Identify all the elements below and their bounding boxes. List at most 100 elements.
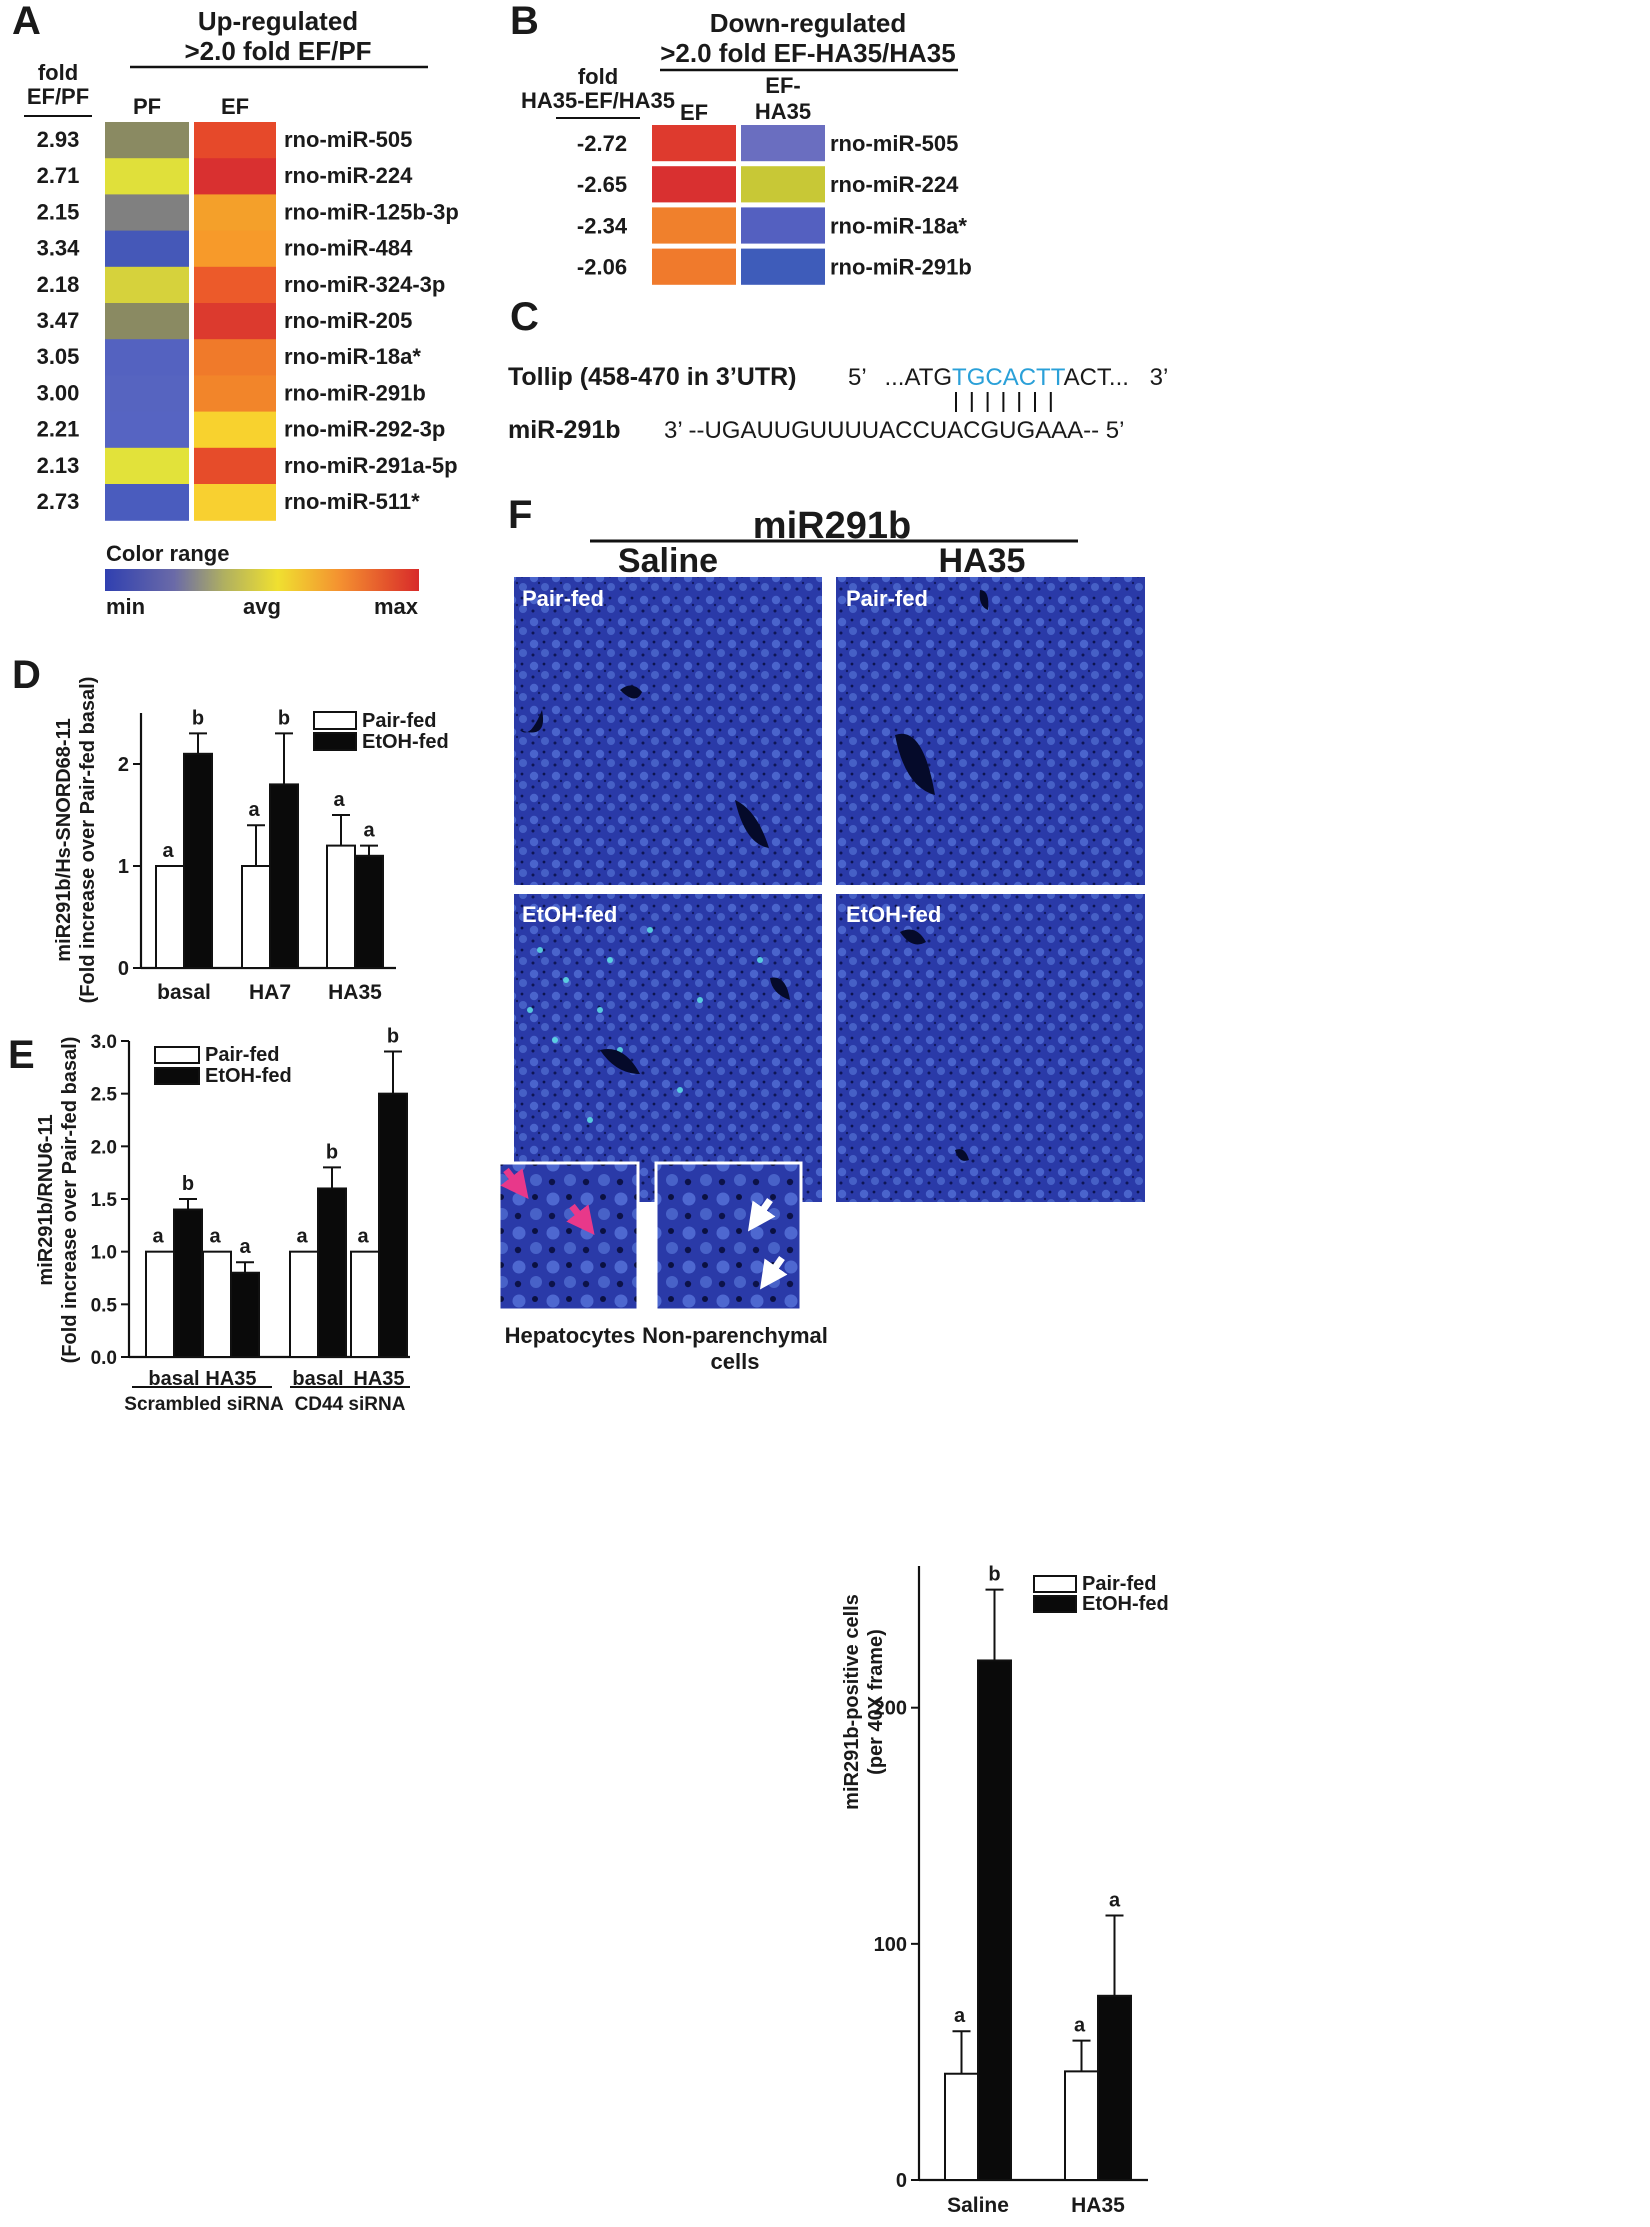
panel-e-ylabel-line2: (Fold increase over Pair-fed basal) [59, 1037, 81, 1364]
y-tick-label: 2.5 [91, 1085, 118, 1106]
heat-a-pf-cell [105, 230, 189, 268]
y-tick-label: 0.0 [91, 1348, 117, 1369]
significance-letter: a [209, 1226, 221, 1248]
bar-etoh-fed [269, 783, 299, 970]
panel-letter-a: A [12, 0, 41, 43]
bar-etoh-fed [977, 1659, 1012, 2181]
heat-a-mirna-label: rno-miR-484 [284, 236, 413, 261]
legend-label: EtOH-fed [362, 731, 449, 753]
y-tick-label: 0.5 [91, 1295, 118, 1316]
panel-b-fold-header-line1: fold [578, 64, 618, 89]
hepatocyte-arrow-2 [566, 1203, 595, 1236]
micrograph-ha35-etohfed: EtOH-fed [836, 894, 1145, 1202]
panel-d-ylabel-line1: miR291b/Hs-SNORD68-11 [53, 718, 75, 961]
target-post: ACT... [1064, 364, 1129, 391]
heat-a-pf-cell [105, 411, 189, 449]
heat-a-pf-cell [105, 375, 189, 413]
micrograph-saline-etohfed: EtOH-fed [514, 894, 822, 1202]
heat-b-mirna-label: rno-miR-18a* [830, 213, 967, 238]
inset-npc-label-line1: Non-parenchymal [642, 1323, 828, 1348]
legend-label: Pair-fed [362, 710, 436, 732]
heat-a-mirna-label: rno-miR-505 [284, 127, 412, 152]
heat-a-fold-value: 3.05 [37, 344, 80, 369]
panel-c: C Tollip (458-470 in 3’UTR) 5’ ...ATGTGC… [508, 295, 1168, 444]
panel-d: D miR291b/Hs-SNORD68-11 (Fold increase o… [12, 653, 449, 1004]
heat-a-pf-cell [105, 484, 189, 521]
significance-letter: a [333, 789, 345, 811]
significance-letter: b [192, 707, 204, 729]
panel-a-fold-header-line2: EF/PF [27, 84, 89, 109]
significance-letter: b [988, 1564, 1000, 1586]
heat-a-pf-cell [105, 122, 189, 159]
significance-letter: a [248, 799, 260, 821]
significance-letter: a [162, 840, 174, 862]
y-tick-label: 1 [118, 856, 129, 878]
significance-letter: a [239, 1236, 251, 1258]
panel-a-col-pf: PF [133, 94, 161, 119]
panel-f-col-saline: Saline [618, 542, 718, 580]
bar-pair-fed [326, 844, 356, 969]
heat-a-ef-cell [194, 158, 276, 195]
heat-a-mirna-label: rno-miR-291b [284, 380, 426, 405]
bar-etoh-fed [230, 1271, 260, 1358]
heat-a-fold-value: 3.34 [37, 236, 81, 261]
heat-b-fold-value: -2.65 [577, 172, 627, 197]
micrograph-label-pairfed-ha35: Pair-fed [846, 586, 928, 611]
heat-b-efha-cell [739, 164, 827, 205]
y-tick-label: 2 [118, 754, 129, 776]
micrograph-saline-pairfed: Pair-fed [514, 577, 822, 885]
target-seed: TGCACTT [952, 364, 1066, 391]
panel-letter-c: C [510, 295, 539, 339]
heat-a-ef-cell [194, 375, 276, 413]
significance-letter: a [357, 1226, 369, 1248]
heat-a-pf-cell [105, 447, 189, 485]
seed-pairing-lines [955, 392, 1052, 412]
significance-letter: a [296, 1226, 308, 1248]
significance-letter: b [387, 1026, 399, 1048]
heat-a-ef-cell [194, 447, 276, 485]
panel-b-fold-header-line2: HA35-EF/HA35 [521, 88, 675, 113]
x-category-label: basal [157, 981, 211, 1004]
bar-etoh-fed [378, 1092, 408, 1358]
y-tick-label: 1.0 [91, 1243, 117, 1264]
significance-letter: a [1074, 2015, 1086, 2037]
panel-a-col-ef: EF [221, 94, 249, 119]
heat-b-ef-cell [650, 246, 738, 287]
heat-a-pf-cell [105, 158, 189, 195]
heat-a-ef-cell [194, 122, 276, 159]
legend-label: Pair-fed [205, 1044, 279, 1066]
heat-a-mirna-label: rno-miR-18a* [284, 344, 421, 369]
panel-b-title-line2: >2.0 fold EF-HA35/HA35 [660, 38, 955, 68]
heat-a-pf-cell [105, 339, 189, 376]
heat-a-ef-cell [194, 411, 276, 449]
inset-hepatocytes: Hepatocytes [497, 1161, 640, 1348]
x-category-label: HA35 [1071, 2194, 1125, 2217]
legend-label: Pair-fed [1082, 1573, 1156, 1595]
panel-letter-e: E [8, 1033, 35, 1077]
npc-arrow-2 [759, 1255, 788, 1290]
bar-etoh-fed [354, 854, 384, 969]
y-tick-label: 0 [118, 958, 129, 980]
heat-b-efha-cell [739, 205, 827, 246]
heat-a-ef-cell [194, 303, 276, 340]
panel-a-heatmap: 2.93 rno-miR-505 2.71 rno-miR-224 2.15 rno-mi… [37, 122, 459, 521]
panel-e: E miR291b/RNU6-11 (Fold increase over Pa… [8, 1026, 410, 1415]
bar-etoh-fed [183, 752, 213, 969]
heat-a-ef-cell [194, 484, 276, 521]
significance-letter: a [954, 2005, 966, 2027]
heat-b-mirna-label: rno-miR-224 [830, 172, 959, 197]
heat-a-fold-value: 2.73 [37, 489, 80, 514]
bar-pair-fed [350, 1250, 380, 1358]
panel-a-title-line2: >2.0 fold EF/PF [184, 36, 371, 66]
heat-a-mirna-label: rno-miR-324-3p [284, 272, 445, 297]
significance-letter: b [278, 707, 290, 729]
legend-label: EtOH-fed [1082, 1593, 1169, 1615]
color-range-bar [105, 569, 419, 591]
color-range-max: max [374, 594, 419, 619]
heat-a-fold-value: 2.18 [37, 272, 80, 297]
micrograph-label-etohfed-ha35: EtOH-fed [846, 902, 941, 927]
color-range-label: Color range [106, 541, 229, 566]
legend-swatch [154, 1046, 200, 1064]
hepatocyte-arrow-1 [500, 1167, 529, 1200]
